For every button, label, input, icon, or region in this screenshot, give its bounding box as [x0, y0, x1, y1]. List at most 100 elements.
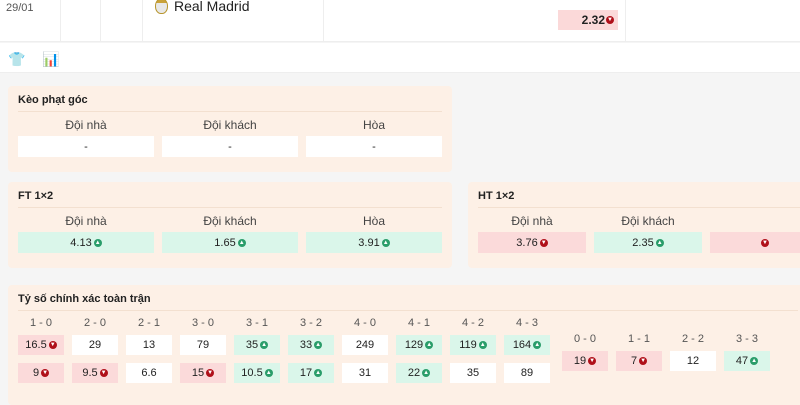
card-title: Kèo phạt góc: [18, 94, 442, 112]
odd-text: 2.32: [581, 13, 605, 27]
score-odds-cell[interactable]: 89: [504, 363, 550, 383]
odd-text: -: [84, 140, 88, 153]
score-column: 4 - 1 129 ▲ 22 ▲: [396, 317, 442, 391]
score-odds-cell[interactable]: 13: [126, 335, 172, 355]
arrow-down-icon: ▼: [761, 238, 769, 247]
odd-text: 6.6: [141, 367, 157, 379]
corner-card: Kèo phạt góc Đội nhà - Đội khách - Hòa -: [8, 86, 452, 172]
score-label: 2 - 2: [681, 333, 704, 345]
odds-column: Đội khách 1.65 ▲: [162, 214, 298, 253]
score-column: 4 - 2 119 ▲ 35: [450, 317, 496, 391]
score-column: 3 - 2 33 ▲ 17 ▲: [288, 317, 334, 391]
odd-text: 33: [299, 339, 313, 351]
odd-text: 129: [404, 339, 424, 351]
odds-cell[interactable]: 3.91 ▲: [306, 232, 442, 253]
odds-cell[interactable]: -: [306, 136, 442, 157]
odd-text: 15: [191, 367, 205, 379]
score-odds-cell[interactable]: 9 ▼: [18, 363, 64, 383]
score-odds-cell[interactable]: 164 ▲: [504, 335, 550, 355]
match-date: 29/01: [6, 2, 34, 14]
odd-text: -: [228, 140, 232, 153]
arrow-up-icon: ▲: [478, 341, 487, 349]
odd-value[interactable]: 2.32 ▼: [558, 10, 618, 30]
column-label: Đội khách: [203, 214, 257, 228]
column-label: Hòa: [362, 214, 385, 228]
score-odds-cell[interactable]: 22 ▲: [396, 363, 442, 383]
score-odds-cell[interactable]: 249: [342, 335, 388, 355]
score-column: 2 - 1 13 6.6: [126, 317, 172, 391]
score-odds-cell[interactable]: 9.5 ▼: [72, 363, 118, 383]
odds-cell[interactable]: 2.35 ▲: [594, 232, 702, 253]
score-odds-cell[interactable]: 12: [670, 351, 716, 371]
column-label: Đội khách: [621, 214, 675, 228]
odd-text: 2.35: [632, 236, 654, 249]
score-odds-cell[interactable]: 29: [72, 335, 118, 355]
team-name[interactable]: Real Madrid: [155, 0, 249, 14]
score-label: 1 - 1: [627, 333, 650, 345]
odds-column: Đội khách 2.35 ▲: [594, 214, 702, 253]
odd-text: 79: [196, 339, 210, 351]
card-title: HT 1×2: [478, 190, 800, 208]
score-odds-cell[interactable]: 10.5 ▲: [234, 363, 280, 383]
score-odds-cell[interactable]: 129 ▲: [396, 335, 442, 355]
column-label: Đội nhà: [511, 214, 553, 228]
arrow-up-icon: ▲: [260, 341, 269, 349]
odd-text: 89: [520, 367, 534, 379]
arrow-up-icon: ▲: [314, 369, 323, 377]
odds-column: Đội nhà 3.76 ▼: [478, 214, 586, 253]
odd-text: 3.91: [358, 236, 380, 249]
odd-text: 19: [573, 355, 587, 367]
odds-cell[interactable]: 4.13 ▲: [18, 232, 154, 253]
score-odds-cell[interactable]: 35: [450, 363, 496, 383]
score-label: 4 - 1: [407, 317, 430, 329]
odds-column: Hòa 3.91 ▲: [306, 214, 442, 253]
odds-cell[interactable]: -: [162, 136, 298, 157]
arrow-down-icon: ▼: [606, 16, 614, 24]
odd-text: 10.5: [241, 367, 263, 379]
score-odds-cell[interactable]: 6.6: [126, 363, 172, 383]
score-column: 4 - 0 249 31: [342, 317, 388, 391]
odds-column: Đội nhà 4.13 ▲: [18, 214, 154, 253]
arrow-down-icon: ▼: [99, 369, 108, 377]
odd-text: 3.76: [516, 236, 538, 249]
odds-cell[interactable]: 1.65 ▲: [162, 232, 298, 253]
arrow-down-icon: ▼: [639, 357, 648, 365]
odds-cell[interactable]: -: [18, 136, 154, 157]
odd-text: 4.13: [70, 236, 92, 249]
icon-toolbar: 👕 📊: [0, 43, 800, 73]
odd-text: 47: [735, 355, 749, 367]
arrow-up-icon: ▲: [93, 238, 102, 247]
real-madrid-crest-icon: [155, 0, 168, 14]
score-odds-cell[interactable]: 15 ▼: [180, 363, 226, 383]
odds-column: ▼: [710, 214, 800, 253]
score-odds-cell[interactable]: 16.5 ▼: [18, 335, 64, 355]
stats-icon[interactable]: 📊: [42, 51, 60, 67]
score-odds-cell[interactable]: 19 ▼: [562, 351, 608, 371]
arrow-up-icon: ▲: [422, 369, 431, 377]
card-title: FT 1×2: [18, 190, 442, 208]
odd-text: 164: [512, 339, 532, 351]
score-odds-cell[interactable]: 33 ▲: [288, 335, 334, 355]
arrow-up-icon: ▲: [264, 369, 273, 377]
arrow-down-icon: ▼: [588, 357, 597, 365]
column-label: Đội nhà: [65, 214, 107, 228]
score-odds-cell[interactable]: 35 ▲: [234, 335, 280, 355]
odds-cell[interactable]: ▼: [710, 232, 800, 253]
arrow-up-icon: ▲: [381, 238, 390, 247]
score-odds-cell[interactable]: 7 ▼: [616, 351, 662, 371]
score-odds-cell[interactable]: 31: [342, 363, 388, 383]
ht-card: HT 1×2 Đội nhà 3.76 ▼ Đội khách 2.35 ▲ ▼: [468, 182, 800, 268]
column-label: [710, 214, 800, 232]
team-label: Real Madrid: [174, 0, 250, 14]
arrow-up-icon: ▲: [655, 238, 664, 247]
score-label: 3 - 3: [735, 333, 758, 345]
shirt-icon[interactable]: 👕: [8, 51, 26, 67]
score-label: 4 - 3: [515, 317, 538, 329]
score-odds-cell[interactable]: 119 ▲: [450, 335, 496, 355]
score-column: 1 - 0 16.5 ▼ 9 ▼: [18, 317, 64, 391]
score-odds-cell[interactable]: 47 ▲: [724, 351, 770, 371]
score-odds-cell[interactable]: 79: [180, 335, 226, 355]
score-odds-cell[interactable]: 17 ▲: [288, 363, 334, 383]
odds-cell[interactable]: 3.76 ▼: [478, 232, 586, 253]
odd-text: 12: [686, 355, 700, 367]
